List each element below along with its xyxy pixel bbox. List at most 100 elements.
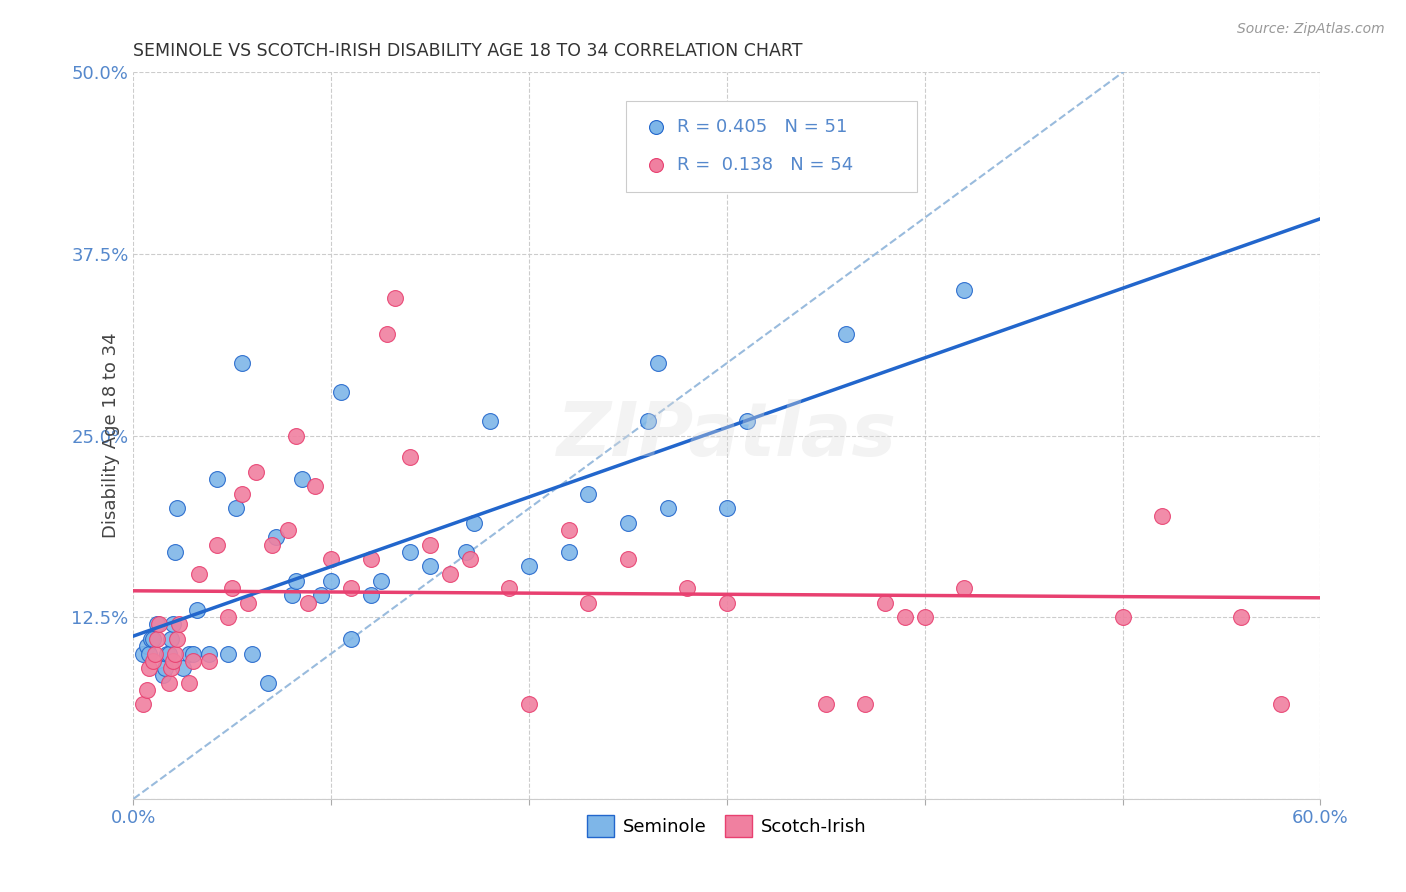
Point bbox=[260, 538, 283, 552]
Point bbox=[360, 589, 382, 603]
Point bbox=[894, 610, 917, 624]
Point bbox=[875, 596, 897, 610]
Point bbox=[1152, 508, 1174, 523]
Point bbox=[617, 552, 640, 566]
FancyBboxPatch shape bbox=[626, 102, 917, 193]
Point bbox=[240, 647, 263, 661]
Point bbox=[291, 472, 314, 486]
Point bbox=[647, 356, 669, 370]
Point bbox=[146, 617, 169, 632]
Point bbox=[517, 698, 540, 712]
Point bbox=[177, 675, 200, 690]
Point bbox=[162, 654, 184, 668]
Point bbox=[321, 574, 343, 588]
Point bbox=[297, 596, 319, 610]
Point bbox=[217, 610, 239, 624]
Point bbox=[478, 414, 501, 428]
Point bbox=[1270, 698, 1292, 712]
Point bbox=[205, 538, 228, 552]
Point bbox=[676, 581, 699, 595]
Point bbox=[284, 574, 307, 588]
Point bbox=[142, 632, 165, 646]
Point bbox=[160, 632, 183, 646]
Point bbox=[458, 552, 481, 566]
Point bbox=[1230, 610, 1253, 624]
Point bbox=[370, 574, 392, 588]
Point bbox=[257, 675, 280, 690]
Point bbox=[231, 356, 253, 370]
Point bbox=[157, 647, 180, 661]
Point bbox=[221, 581, 243, 595]
Point bbox=[156, 647, 179, 661]
Point bbox=[463, 516, 485, 530]
Text: ZIPatlas: ZIPatlas bbox=[557, 399, 897, 472]
Point bbox=[557, 523, 579, 537]
Point bbox=[834, 326, 856, 341]
Text: R = 0.405   N = 51: R = 0.405 N = 51 bbox=[678, 118, 848, 136]
Point bbox=[132, 647, 155, 661]
Point bbox=[953, 284, 976, 298]
Point bbox=[142, 654, 165, 668]
Point bbox=[280, 589, 302, 603]
Point bbox=[205, 472, 228, 486]
Point bbox=[321, 552, 343, 566]
Point bbox=[311, 589, 333, 603]
Point bbox=[330, 385, 353, 400]
Point bbox=[498, 581, 520, 595]
Point bbox=[716, 596, 738, 610]
Point bbox=[181, 654, 204, 668]
Point bbox=[181, 647, 204, 661]
Point bbox=[399, 545, 422, 559]
Point bbox=[384, 291, 406, 305]
Point bbox=[132, 698, 155, 712]
Point bbox=[399, 450, 422, 465]
Point bbox=[231, 487, 253, 501]
Point bbox=[304, 479, 326, 493]
Point bbox=[148, 617, 170, 632]
Point bbox=[143, 647, 166, 661]
Point bbox=[152, 668, 174, 682]
Point bbox=[735, 414, 758, 428]
Point bbox=[163, 545, 186, 559]
Point bbox=[238, 596, 260, 610]
Point bbox=[277, 523, 299, 537]
Point bbox=[637, 414, 659, 428]
Point bbox=[914, 610, 936, 624]
Point bbox=[160, 661, 183, 675]
Point bbox=[953, 581, 976, 595]
Text: Source: ZipAtlas.com: Source: ZipAtlas.com bbox=[1237, 22, 1385, 37]
Point bbox=[245, 465, 267, 479]
Point bbox=[1111, 610, 1133, 624]
Point bbox=[186, 603, 208, 617]
Point bbox=[166, 501, 188, 516]
Point bbox=[166, 632, 188, 646]
Point bbox=[167, 617, 190, 632]
Point bbox=[162, 617, 184, 632]
Point bbox=[617, 516, 640, 530]
Point bbox=[284, 428, 307, 442]
Point bbox=[197, 647, 219, 661]
Point bbox=[136, 640, 159, 654]
Point bbox=[138, 647, 160, 661]
Point bbox=[340, 632, 363, 646]
Point bbox=[141, 632, 163, 646]
Text: SEMINOLE VS SCOTCH-IRISH DISABILITY AGE 18 TO 34 CORRELATION CHART: SEMINOLE VS SCOTCH-IRISH DISABILITY AGE … bbox=[134, 42, 803, 60]
Point bbox=[264, 530, 287, 544]
Point bbox=[187, 566, 209, 581]
Point bbox=[217, 647, 239, 661]
Point bbox=[197, 654, 219, 668]
Point bbox=[163, 647, 186, 661]
Point bbox=[454, 545, 477, 559]
Point bbox=[439, 566, 461, 581]
Point bbox=[814, 698, 837, 712]
Point bbox=[157, 675, 180, 690]
Point bbox=[172, 661, 194, 675]
Point bbox=[225, 501, 247, 516]
Point bbox=[375, 326, 398, 341]
Point bbox=[360, 552, 382, 566]
Point bbox=[578, 596, 600, 610]
Point bbox=[136, 682, 159, 697]
Point bbox=[517, 559, 540, 574]
Legend: Seminole, Scotch-Irish: Seminole, Scotch-Irish bbox=[579, 808, 875, 845]
Point bbox=[419, 559, 441, 574]
